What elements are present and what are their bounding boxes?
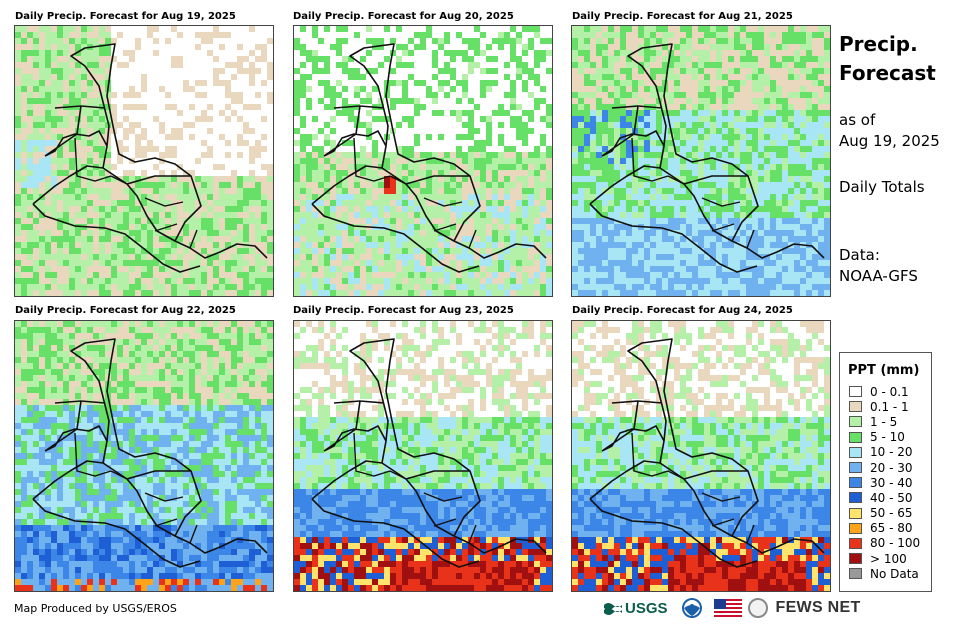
- legend-label: 1 - 5: [870, 414, 898, 429]
- legend-swatch: [849, 553, 862, 565]
- legend-swatch: [849, 568, 862, 580]
- legend-swatch: [849, 537, 862, 549]
- legend-label: 65 - 80: [870, 521, 913, 536]
- legend-label: 50 - 65: [870, 506, 913, 521]
- sidebar-title-line2: Forecast: [839, 61, 936, 85]
- legend-label: 20 - 30: [870, 460, 913, 475]
- legend-swatch: [849, 507, 862, 519]
- legend-label: 40 - 50: [870, 490, 913, 505]
- sidebar-asof: as of Aug 19, 2025: [839, 110, 940, 152]
- sidebar-asof-line1: as of: [839, 111, 876, 129]
- legend-label: No Data: [870, 566, 919, 581]
- legend-label: 10 - 20: [870, 445, 913, 460]
- legend-item: 20 - 30: [849, 460, 931, 475]
- legend-item: 10 - 20: [849, 445, 931, 460]
- legend-swatch: [849, 477, 862, 489]
- panel-title-aug20: Daily Precip. Forecast for Aug 20, 2025: [293, 11, 514, 22]
- panel-title-aug21: Daily Precip. Forecast for Aug 21, 2025: [572, 11, 793, 22]
- sidebar-title-line1: Precip.: [839, 32, 918, 56]
- usgs-wave-icon: [604, 603, 622, 615]
- map-panel-aug20: [293, 25, 553, 297]
- legend-label: > 100: [870, 551, 907, 566]
- legend-item: 5 - 10: [849, 430, 931, 445]
- precip-grid-aug19: [15, 26, 273, 296]
- legend-item: 30 - 40: [849, 475, 931, 490]
- sidebar-title: Precip. Forecast: [839, 30, 936, 88]
- legend-item: 1 - 5: [849, 414, 931, 429]
- panel-title-aug22: Daily Precip. Forecast for Aug 22, 2025: [15, 305, 236, 316]
- sidebar-source: Data: NOAA-GFS: [839, 245, 918, 287]
- legend-item: 65 - 80: [849, 521, 931, 536]
- legend-item: No Data: [849, 566, 931, 581]
- noaa-logo-icon: [681, 598, 702, 618]
- legend-title: PPT (mm): [848, 363, 920, 378]
- precip-grid-aug24: [572, 321, 830, 591]
- legend-item: 50 - 65: [849, 506, 931, 521]
- legend-label: 30 - 40: [870, 475, 913, 490]
- map-panel-aug23: [293, 320, 553, 592]
- us-flag-icon: [713, 599, 742, 617]
- legend-item: 0 - 0.1: [849, 384, 931, 399]
- panel-title-aug23: Daily Precip. Forecast for Aug 23, 2025: [293, 305, 514, 316]
- precip-grid-aug21: [572, 26, 830, 296]
- fews-net-logo: FEWS NET: [775, 599, 861, 616]
- legend-item: 0.1 - 1: [849, 399, 931, 414]
- legend-swatch: [849, 446, 862, 458]
- legend-swatch: [849, 431, 862, 443]
- logo-strip: USGS FEWS NET: [604, 597, 861, 619]
- panel-title-aug24: Daily Precip. Forecast for Aug 24, 2025: [572, 305, 793, 316]
- legend-label: 5 - 10: [870, 430, 905, 445]
- sidebar-source-value: NOAA-GFS: [839, 267, 918, 285]
- legend-swatch: [849, 462, 862, 474]
- usaid-seal-icon: [747, 598, 768, 618]
- legend-swatch: [849, 416, 862, 428]
- legend-item: 80 - 100: [849, 536, 931, 551]
- map-credit: Map Produced by USGS/EROS: [14, 602, 177, 615]
- map-panel-aug21: [571, 25, 831, 297]
- sidebar-totals: Daily Totals: [839, 178, 925, 196]
- legend-item: 40 - 50: [849, 490, 931, 505]
- usgs-logo: USGS: [604, 600, 668, 617]
- precip-grid-aug20: [294, 26, 552, 296]
- panel-title-aug19: Daily Precip. Forecast for Aug 19, 2025: [15, 11, 236, 22]
- legend-swatch: [849, 522, 862, 534]
- legend-item: > 100: [849, 551, 931, 566]
- legend-swatch: [849, 401, 862, 413]
- legend-label: 0 - 0.1: [870, 384, 909, 399]
- sidebar-asof-line2: Aug 19, 2025: [839, 132, 940, 150]
- legend-label: 0.1 - 1: [870, 399, 909, 414]
- legend-swatch: [849, 492, 862, 504]
- map-panel-aug22: [14, 320, 274, 592]
- sidebar-source-label: Data:: [839, 246, 880, 264]
- usgs-logo-text: USGS: [625, 599, 668, 617]
- map-panel-aug24: [571, 320, 831, 592]
- precip-grid-aug22: [15, 321, 273, 591]
- legend-label: 80 - 100: [870, 536, 921, 551]
- legend-swatch: [849, 386, 862, 398]
- map-panel-aug19: [14, 25, 274, 297]
- precip-grid-aug23: [294, 321, 552, 591]
